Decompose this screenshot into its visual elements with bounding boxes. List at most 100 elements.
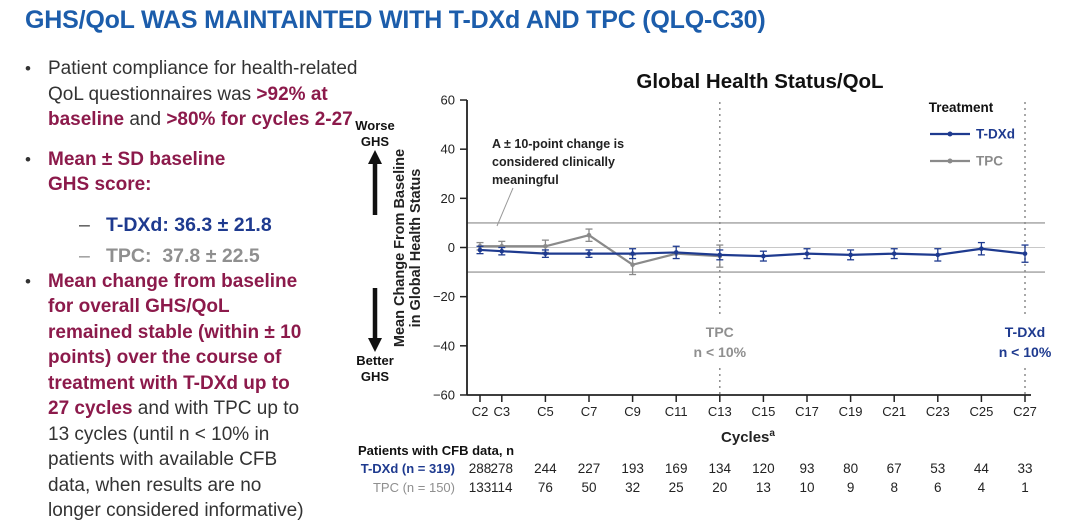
table-cell: 133 xyxy=(469,480,492,495)
y-tick-label: 60 xyxy=(441,93,455,108)
x-tick-label: C13 xyxy=(708,404,732,419)
table-row-label: TPC (n = 150) xyxy=(373,480,455,495)
bullet-item: • Mean change from baseline for overall G… xyxy=(25,269,390,524)
slide-title: GHS/QoL WAS MAINTAINTED WITH T-DXd AND T… xyxy=(25,6,766,34)
data-point xyxy=(979,246,984,252)
x-tick-label: C11 xyxy=(665,404,688,419)
table-cell: 120 xyxy=(752,461,775,476)
table-cell: 53 xyxy=(930,461,945,476)
data-point xyxy=(543,243,548,249)
data-point xyxy=(804,251,810,256)
x-tick-label: C27 xyxy=(1013,404,1037,419)
svg-text:n < 10%: n < 10% xyxy=(694,344,747,360)
qol-chart: TPC n < 10% T-DXd n < 10% 60 40 20 0 −20 −40 −60 C2… xyxy=(355,70,1052,495)
x-tick-label: C19 xyxy=(839,404,863,419)
better-ghs-label: Better xyxy=(356,353,394,368)
y-tick-label: −60 xyxy=(433,387,455,402)
table-cell: 4 xyxy=(978,480,986,495)
table-cell: 50 xyxy=(581,480,596,495)
table-cell: 13 xyxy=(756,480,771,495)
y-tick-label: 40 xyxy=(441,142,455,157)
data-point xyxy=(717,252,723,258)
data-point xyxy=(848,252,853,258)
worse-ghs-label: Worse xyxy=(355,118,395,133)
x-tick-label: C21 xyxy=(882,404,906,419)
table-cell: 169 xyxy=(665,461,688,476)
bullet-item: • Mean ± SD baseline GHS score: xyxy=(25,147,390,198)
svg-text:meaningful: meaningful xyxy=(492,173,559,187)
table-cell: 33 xyxy=(1017,461,1032,476)
x-tick-label: C9 xyxy=(624,404,641,419)
y-axis-label: Mean Change From Baselinein Global Healt… xyxy=(392,149,424,347)
svg-text:GHS: GHS xyxy=(361,369,390,384)
table-cell: 20 xyxy=(712,480,727,495)
data-point xyxy=(1022,251,1028,256)
data-point xyxy=(673,250,679,255)
table-cell: 10 xyxy=(799,480,814,495)
table-cell: 25 xyxy=(669,480,684,495)
x-tick-label: C3 xyxy=(493,404,510,419)
table-cell: 80 xyxy=(843,461,858,476)
table-cell: 6 xyxy=(934,480,942,495)
data-point xyxy=(543,251,548,256)
table-cell: 9 xyxy=(847,480,855,495)
data-point xyxy=(630,262,635,268)
svg-text:n < 10%: n < 10% xyxy=(999,344,1052,360)
y-tick-label: −20 xyxy=(433,289,455,304)
svg-text:A ± 10-point change is: A ± 10-point change is xyxy=(492,137,624,151)
axes: 60 40 20 0 −20 −40 −60 C2 C3 C5 C7 C9 C11 C13 C15 C17 C1… xyxy=(433,93,1037,446)
x-tick-label: C5 xyxy=(537,404,554,419)
table-cell: 8 xyxy=(890,480,898,495)
y-tick-label: −40 xyxy=(433,338,455,353)
x-tick-label: C2 xyxy=(472,404,489,419)
data-point xyxy=(891,251,897,256)
table-cell: 44 xyxy=(974,461,990,476)
cutoff-label: TPC xyxy=(706,324,734,340)
bullet-marker: • xyxy=(25,271,31,291)
legend-entry-label: TPC xyxy=(976,154,1003,169)
table-cell: 227 xyxy=(578,461,601,476)
table-cell: 288 xyxy=(469,461,492,476)
y-tick-label: 0 xyxy=(448,240,455,255)
table-cell: 193 xyxy=(621,461,644,476)
table-cell: 67 xyxy=(887,461,902,476)
cutoff-lines: TPC n < 10% T-DXd n < 10% xyxy=(694,102,1052,395)
x-tick-label: C7 xyxy=(581,404,598,419)
bullet-marker: • xyxy=(25,59,31,78)
x-tick-label: C25 xyxy=(969,404,993,419)
y-tick-label: 20 xyxy=(441,191,455,206)
x-tick-label: C23 xyxy=(926,404,950,419)
cfb-table: Patients with CFB data, n T-DXd (n = 319)… xyxy=(358,443,1033,495)
reference-lines xyxy=(467,222,1045,273)
data-point xyxy=(935,252,941,258)
table-cell: 114 xyxy=(491,480,513,495)
bullet-item: • Patient compliance for health-related Q… xyxy=(25,56,390,133)
chart-area: TPC n < 10% T-DXd n < 10% 60 40 20 0 −20 −40 −60 C2… xyxy=(345,58,1080,510)
table-row-label: T-DXd (n = 319) xyxy=(361,461,455,476)
table-cell: 93 xyxy=(799,461,814,476)
x-tick-label: C17 xyxy=(795,404,819,419)
bullet-subitem: – TPC: 37.8 ± 22.5 xyxy=(79,244,260,267)
data-point xyxy=(630,251,635,256)
x-axis-label: Cyclesa xyxy=(721,428,775,446)
chart-title: Global Health Status/QoL xyxy=(636,70,883,93)
table-cell: 1 xyxy=(1021,480,1029,495)
svg-text:considered clinically: considered clinically xyxy=(492,155,615,169)
cutoff-label: T-DXd xyxy=(1005,324,1045,340)
svg-text:GHS: GHS xyxy=(361,134,390,149)
table-cell: 32 xyxy=(625,480,640,495)
legend-title: Treatment xyxy=(929,100,994,115)
table-cell: 76 xyxy=(538,480,553,495)
annotation-pointer-line xyxy=(496,187,514,227)
table-header: Patients with CFB data, n xyxy=(358,443,514,458)
data-point xyxy=(499,248,505,254)
table-cell: 134 xyxy=(709,461,732,476)
bullet-subitem: – T-DXd: 36.3 ± 21.8 xyxy=(79,213,272,236)
data-point xyxy=(586,251,592,256)
bullet-marker: • xyxy=(25,149,31,169)
series-T-DXd xyxy=(476,241,1029,263)
table-cell: 244 xyxy=(534,461,557,476)
data-point xyxy=(761,253,766,259)
